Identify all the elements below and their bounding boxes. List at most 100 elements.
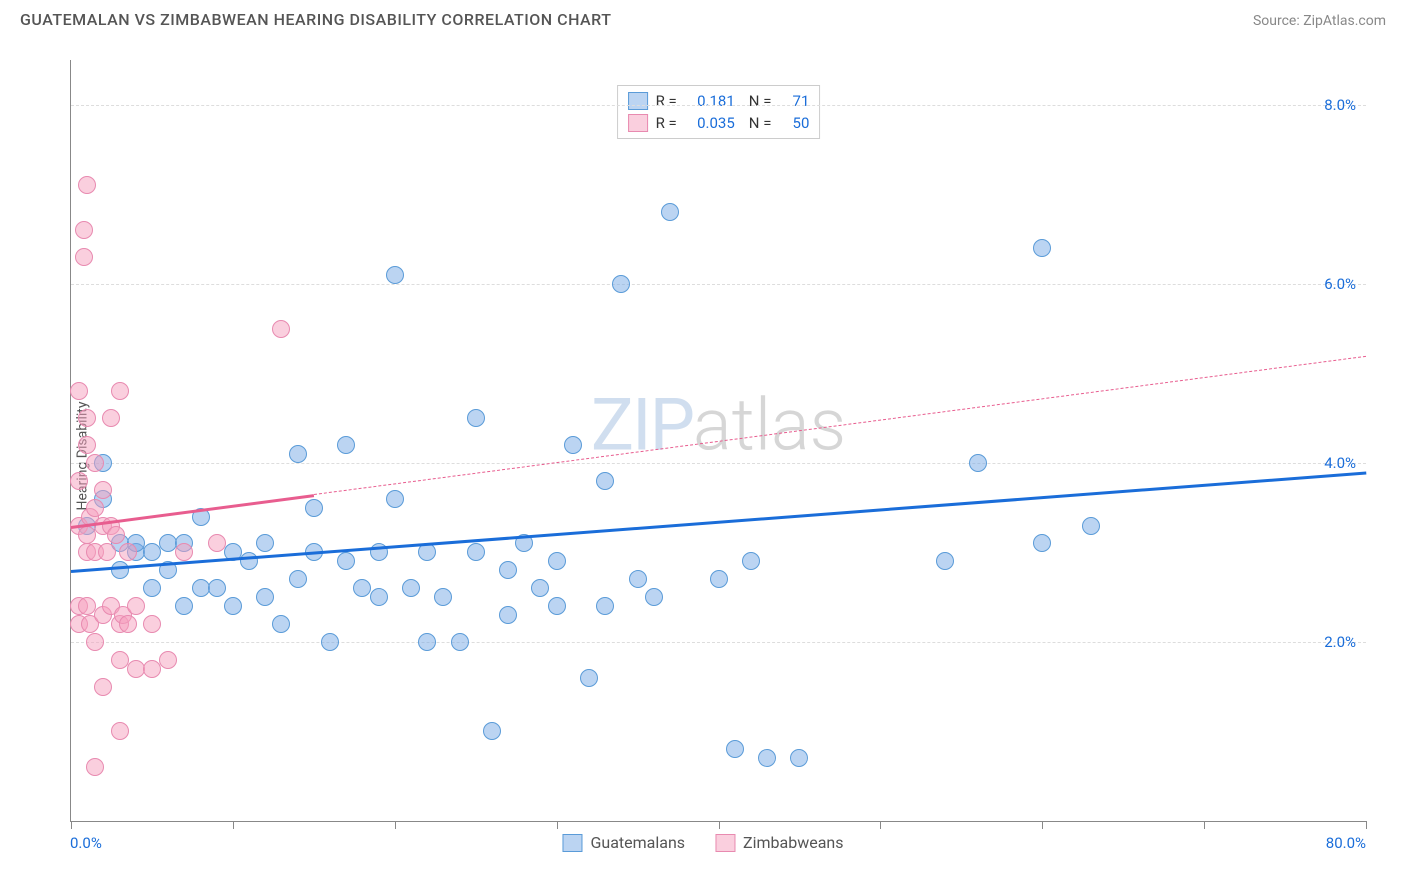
x-tick: [1204, 821, 1205, 829]
data-point: [102, 409, 120, 427]
data-point: [370, 588, 388, 606]
data-point: [256, 534, 274, 552]
data-point: [107, 526, 125, 544]
data-point: [143, 543, 161, 561]
data-point: [75, 221, 93, 239]
data-point: [119, 615, 137, 633]
data-point: [70, 472, 88, 490]
gridline: [71, 284, 1366, 285]
data-point: [337, 436, 355, 454]
stats-row: R = 0.181 N = 71: [628, 90, 810, 112]
data-point: [143, 615, 161, 633]
data-point: [661, 203, 679, 221]
data-point: [86, 758, 104, 776]
data-point: [289, 445, 307, 463]
trendline-solid: [71, 472, 1366, 573]
data-point: [119, 543, 137, 561]
legend-label: Zimbabweans: [743, 833, 843, 852]
data-point: [726, 740, 744, 758]
data-point: [418, 633, 436, 651]
data-point: [548, 597, 566, 615]
x-tick: [557, 821, 558, 829]
data-point: [483, 722, 501, 740]
data-point: [208, 534, 226, 552]
data-point: [98, 543, 116, 561]
gridline: [71, 463, 1366, 464]
data-point: [175, 597, 193, 615]
data-point: [159, 651, 177, 669]
legend-item: Zimbabweans: [715, 833, 843, 852]
data-point: [94, 481, 112, 499]
data-point: [742, 552, 760, 570]
data-point: [143, 579, 161, 597]
data-point: [127, 597, 145, 615]
stat-n-value: 71: [779, 92, 809, 110]
data-point: [143, 660, 161, 678]
stat-n-label: N =: [749, 92, 772, 110]
data-point: [499, 606, 517, 624]
gridline: [71, 642, 1366, 643]
data-point: [75, 248, 93, 266]
data-point: [78, 176, 96, 194]
x-tick: [233, 821, 234, 829]
data-point: [289, 570, 307, 588]
data-point: [337, 552, 355, 570]
data-point: [111, 722, 129, 740]
legend-label: Guatemalans: [590, 833, 685, 852]
data-point: [467, 409, 485, 427]
data-point: [596, 597, 614, 615]
x-tick: [1042, 821, 1043, 829]
source-label: Source: ZipAtlas.com: [1253, 13, 1386, 29]
data-point: [78, 526, 96, 544]
title-bar: GUATEMALAN VS ZIMBABWEAN HEARING DISABIL…: [0, 0, 1406, 34]
x-tick: [719, 821, 720, 829]
y-tick-label: 4.0%: [1324, 454, 1356, 472]
data-point: [70, 382, 88, 400]
x-tick: [1366, 821, 1367, 829]
data-point: [1033, 239, 1051, 257]
legend-swatch: [562, 834, 582, 852]
data-point: [499, 561, 517, 579]
x-tick: [395, 821, 396, 829]
x-max-label: 80.0%: [1326, 834, 1366, 852]
data-point: [629, 570, 647, 588]
x-min-label: 0.0%: [70, 834, 102, 852]
data-point: [969, 454, 987, 472]
chart-wrapper: Hearing Disability ZIPatlas R =0.181N =7…: [20, 40, 1386, 872]
data-point: [451, 633, 469, 651]
data-point: [1082, 517, 1100, 535]
data-point: [78, 597, 96, 615]
data-point: [564, 436, 582, 454]
data-point: [111, 382, 129, 400]
data-point: [548, 552, 566, 570]
data-point: [208, 579, 226, 597]
data-point: [111, 561, 129, 579]
data-point: [86, 454, 104, 472]
bottom-legend: Guatemalans Zimbabweans: [562, 833, 843, 852]
data-point: [256, 588, 274, 606]
data-point: [531, 579, 549, 597]
stat-r-value: 0.035: [685, 114, 735, 132]
x-tick: [71, 821, 72, 829]
data-point: [111, 651, 129, 669]
stat-n-value: 50: [779, 114, 809, 132]
stat-r-value: 0.181: [685, 92, 735, 110]
data-point: [936, 552, 954, 570]
data-point: [402, 579, 420, 597]
data-point: [94, 678, 112, 696]
data-point: [224, 597, 242, 615]
data-point: [434, 588, 452, 606]
gridline: [71, 105, 1366, 106]
data-point: [321, 633, 339, 651]
stat-r-label: R =: [656, 92, 677, 110]
data-point: [758, 749, 776, 767]
y-tick-label: 2.0%: [1324, 633, 1356, 651]
data-point: [175, 543, 193, 561]
data-point: [272, 615, 290, 633]
data-point: [580, 669, 598, 687]
y-tick-label: 6.0%: [1324, 275, 1356, 293]
data-point: [467, 543, 485, 561]
data-point: [272, 320, 290, 338]
stats-row: R =0.035N =50: [628, 112, 810, 134]
legend-swatch: [715, 834, 735, 852]
